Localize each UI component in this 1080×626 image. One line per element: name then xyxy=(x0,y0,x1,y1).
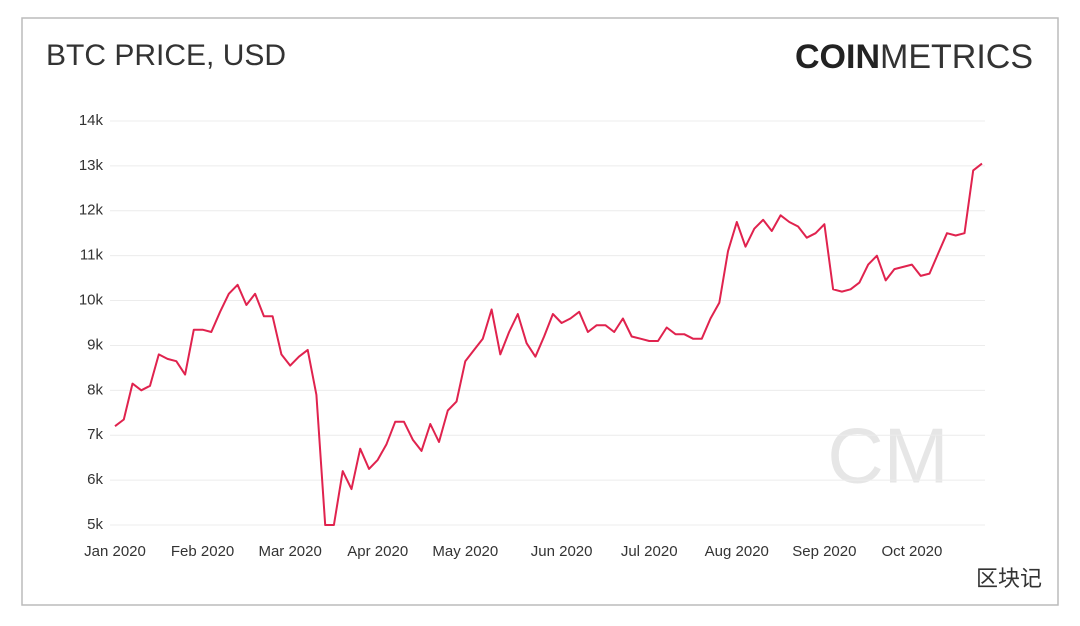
x-tick-label: Jul 2020 xyxy=(621,543,678,560)
y-tick-label: 7k xyxy=(87,426,103,443)
brand-logo: COINMETRICS xyxy=(795,38,1033,76)
y-tick-label: 14k xyxy=(79,112,104,129)
x-tick-label: Mar 2020 xyxy=(258,543,321,560)
y-tick-label: 10k xyxy=(79,292,104,309)
price-line xyxy=(114,162,983,526)
x-tick-label: Jun 2020 xyxy=(531,543,593,560)
y-tick-label: 5k xyxy=(87,516,103,533)
y-tick-label: 12k xyxy=(79,202,104,219)
x-tick-label: Apr 2020 xyxy=(347,543,408,560)
brand-bold: COIN xyxy=(795,38,880,76)
chart-title: BTC PRICE, USD xyxy=(46,39,286,72)
y-tick-label: 9k xyxy=(87,336,103,353)
x-tick-label: Oct 2020 xyxy=(882,543,943,560)
y-tick-label: 11k xyxy=(80,247,104,264)
x-tick-label: Jan 2020 xyxy=(84,543,146,560)
x-tick-label: Feb 2020 xyxy=(171,543,234,560)
y-tick-label: 6k xyxy=(87,471,103,488)
y-tick-label: 13k xyxy=(79,157,104,174)
watermark: CM xyxy=(827,412,948,500)
x-tick-label: Aug 2020 xyxy=(705,543,769,560)
y-tick-label: 8k xyxy=(87,381,103,398)
frame xyxy=(21,17,1059,606)
x-tick-label: Sep 2020 xyxy=(792,543,856,560)
brand-light: METRICS xyxy=(880,38,1033,76)
footer: 区块记 xyxy=(976,566,1042,591)
x-tick-label: May 2020 xyxy=(432,543,498,560)
